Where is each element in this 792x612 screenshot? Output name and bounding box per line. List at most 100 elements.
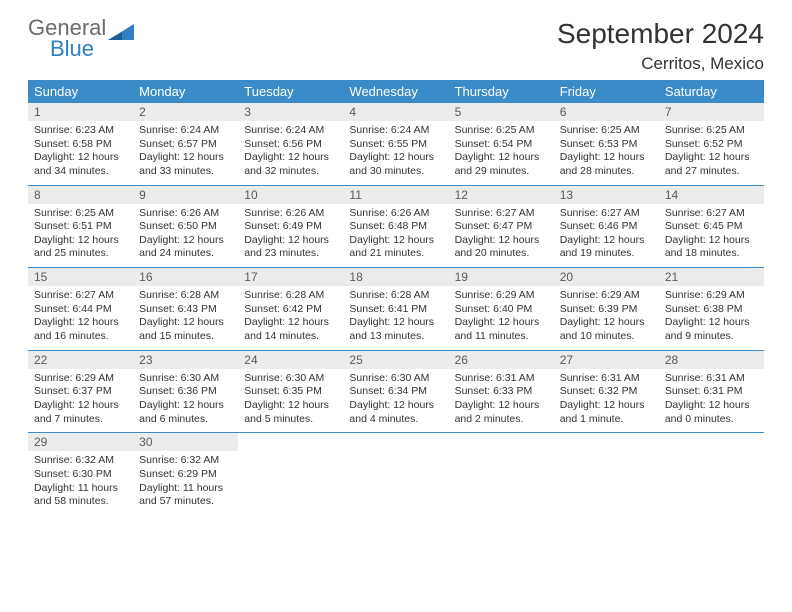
daylight-text-2: and 9 minutes. — [665, 330, 758, 344]
daylight-text-2: and 14 minutes. — [244, 330, 337, 344]
sunset-text: Sunset: 6:29 PM — [139, 468, 232, 482]
day-body: Sunrise: 6:28 AMSunset: 6:43 PMDaylight:… — [133, 286, 238, 350]
calendar-table: Sunday Monday Tuesday Wednesday Thursday… — [28, 80, 764, 515]
sunrise-text: Sunrise: 6:27 AM — [665, 207, 758, 221]
calendar-cell: 1Sunrise: 6:23 AMSunset: 6:58 PMDaylight… — [28, 103, 133, 185]
sunrise-text: Sunrise: 6:31 AM — [560, 372, 653, 386]
day-body: Sunrise: 6:29 AMSunset: 6:37 PMDaylight:… — [28, 369, 133, 433]
sunrise-text: Sunrise: 6:25 AM — [34, 207, 127, 221]
daylight-text-1: Daylight: 12 hours — [244, 234, 337, 248]
sunrise-text: Sunrise: 6:29 AM — [665, 289, 758, 303]
sunset-text: Sunset: 6:31 PM — [665, 385, 758, 399]
calendar-cell: 19Sunrise: 6:29 AMSunset: 6:40 PMDayligh… — [449, 268, 554, 351]
sunrise-text: Sunrise: 6:26 AM — [349, 207, 442, 221]
weekday-header: Thursday — [449, 80, 554, 103]
day-body: Sunrise: 6:29 AMSunset: 6:39 PMDaylight:… — [554, 286, 659, 350]
logo: General Blue — [28, 18, 134, 60]
daylight-text-1: Daylight: 12 hours — [455, 234, 548, 248]
daylight-text-1: Daylight: 12 hours — [244, 151, 337, 165]
calendar-cell: 18Sunrise: 6:28 AMSunset: 6:41 PMDayligh… — [343, 268, 448, 351]
calendar-cell: 30Sunrise: 6:32 AMSunset: 6:29 PMDayligh… — [133, 433, 238, 515]
daylight-text-1: Daylight: 12 hours — [34, 399, 127, 413]
calendar-body: 1Sunrise: 6:23 AMSunset: 6:58 PMDaylight… — [28, 103, 764, 515]
weekday-header: Sunday — [28, 80, 133, 103]
day-number: 1 — [28, 103, 133, 121]
day-number: 23 — [133, 351, 238, 369]
calendar-cell: .. — [554, 433, 659, 515]
sunrise-text: Sunrise: 6:27 AM — [455, 207, 548, 221]
sunset-text: Sunset: 6:54 PM — [455, 138, 548, 152]
sunrise-text: Sunrise: 6:31 AM — [455, 372, 548, 386]
sunset-text: Sunset: 6:42 PM — [244, 303, 337, 317]
day-body: Sunrise: 6:25 AMSunset: 6:51 PMDaylight:… — [28, 204, 133, 268]
day-body: Sunrise: 6:27 AMSunset: 6:47 PMDaylight:… — [449, 204, 554, 268]
daylight-text-1: Daylight: 12 hours — [665, 234, 758, 248]
day-body: Sunrise: 6:31 AMSunset: 6:32 PMDaylight:… — [554, 369, 659, 433]
daylight-text-2: and 24 minutes. — [139, 247, 232, 261]
day-number: 25 — [343, 351, 448, 369]
daylight-text-1: Daylight: 12 hours — [349, 151, 442, 165]
title-block: September 2024 Cerritos, Mexico — [557, 18, 764, 74]
daylight-text-2: and 28 minutes. — [560, 165, 653, 179]
day-number: 9 — [133, 186, 238, 204]
day-number: 18 — [343, 268, 448, 286]
sunrise-text: Sunrise: 6:29 AM — [455, 289, 548, 303]
logo-text: General Blue — [28, 18, 106, 60]
day-number: 11 — [343, 186, 448, 204]
weekday-header: Wednesday — [343, 80, 448, 103]
daylight-text-1: Daylight: 12 hours — [34, 234, 127, 248]
day-number: 15 — [28, 268, 133, 286]
calendar-cell: 20Sunrise: 6:29 AMSunset: 6:39 PMDayligh… — [554, 268, 659, 351]
calendar-cell: 28Sunrise: 6:31 AMSunset: 6:31 PMDayligh… — [659, 350, 764, 433]
day-body: Sunrise: 6:24 AMSunset: 6:56 PMDaylight:… — [238, 121, 343, 185]
day-body: Sunrise: 6:24 AMSunset: 6:57 PMDaylight:… — [133, 121, 238, 185]
day-body: Sunrise: 6:24 AMSunset: 6:55 PMDaylight:… — [343, 121, 448, 185]
day-number: 19 — [449, 268, 554, 286]
calendar-cell: 21Sunrise: 6:29 AMSunset: 6:38 PMDayligh… — [659, 268, 764, 351]
sunrise-text: Sunrise: 6:27 AM — [34, 289, 127, 303]
daylight-text-1: Daylight: 12 hours — [665, 316, 758, 330]
day-number: 30 — [133, 433, 238, 451]
daylight-text-2: and 30 minutes. — [349, 165, 442, 179]
daylight-text-1: Daylight: 12 hours — [455, 399, 548, 413]
day-number: 6 — [554, 103, 659, 121]
daylight-text-2: and 34 minutes. — [34, 165, 127, 179]
sunrise-text: Sunrise: 6:32 AM — [34, 454, 127, 468]
day-number: 5 — [449, 103, 554, 121]
sunrise-text: Sunrise: 6:32 AM — [139, 454, 232, 468]
daylight-text-1: Daylight: 12 hours — [139, 234, 232, 248]
daylight-text-1: Daylight: 12 hours — [244, 316, 337, 330]
weekday-header: Friday — [554, 80, 659, 103]
sunrise-text: Sunrise: 6:25 AM — [665, 124, 758, 138]
sunset-text: Sunset: 6:49 PM — [244, 220, 337, 234]
day-number: 12 — [449, 186, 554, 204]
day-body: Sunrise: 6:27 AMSunset: 6:44 PMDaylight:… — [28, 286, 133, 350]
sunset-text: Sunset: 6:56 PM — [244, 138, 337, 152]
day-number: 8 — [28, 186, 133, 204]
calendar-head: Sunday Monday Tuesday Wednesday Thursday… — [28, 80, 764, 103]
location: Cerritos, Mexico — [557, 54, 764, 74]
day-body: Sunrise: 6:28 AMSunset: 6:41 PMDaylight:… — [343, 286, 448, 350]
day-body: Sunrise: 6:25 AMSunset: 6:54 PMDaylight:… — [449, 121, 554, 185]
daylight-text-2: and 1 minute. — [560, 413, 653, 427]
daylight-text-1: Daylight: 12 hours — [139, 316, 232, 330]
sunset-text: Sunset: 6:43 PM — [139, 303, 232, 317]
sunrise-text: Sunrise: 6:29 AM — [560, 289, 653, 303]
daylight-text-1: Daylight: 12 hours — [665, 399, 758, 413]
day-body: Sunrise: 6:30 AMSunset: 6:34 PMDaylight:… — [343, 369, 448, 433]
calendar-cell: 10Sunrise: 6:26 AMSunset: 6:49 PMDayligh… — [238, 185, 343, 268]
sunset-text: Sunset: 6:39 PM — [560, 303, 653, 317]
sunset-text: Sunset: 6:38 PM — [665, 303, 758, 317]
day-body: Sunrise: 6:25 AMSunset: 6:52 PMDaylight:… — [659, 121, 764, 185]
daylight-text-2: and 21 minutes. — [349, 247, 442, 261]
day-number: 27 — [554, 351, 659, 369]
daylight-text-2: and 16 minutes. — [34, 330, 127, 344]
daylight-text-1: Daylight: 12 hours — [349, 234, 442, 248]
sunset-text: Sunset: 6:48 PM — [349, 220, 442, 234]
calendar-row: 15Sunrise: 6:27 AMSunset: 6:44 PMDayligh… — [28, 268, 764, 351]
daylight-text-2: and 33 minutes. — [139, 165, 232, 179]
daylight-text-2: and 0 minutes. — [665, 413, 758, 427]
logo-word-blue: Blue — [50, 36, 94, 61]
day-number: 13 — [554, 186, 659, 204]
sunrise-text: Sunrise: 6:31 AM — [665, 372, 758, 386]
